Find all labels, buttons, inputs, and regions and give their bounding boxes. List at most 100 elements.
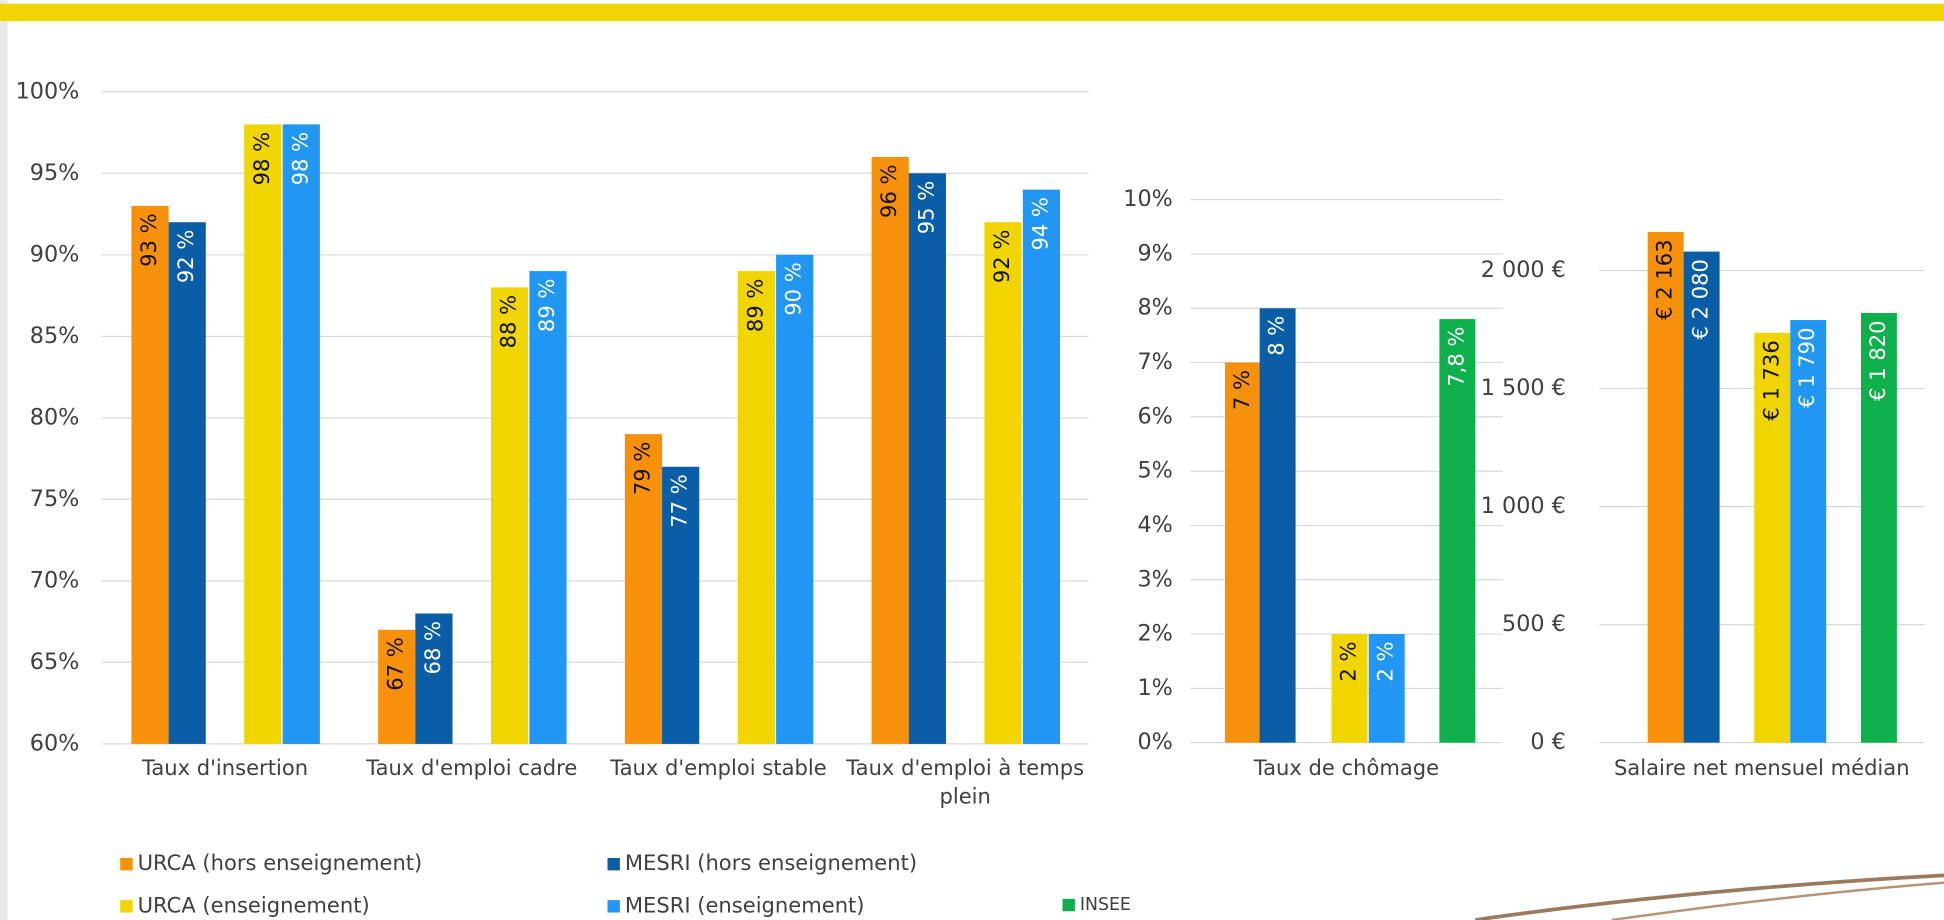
value-label: 94 % [1027,197,1052,251]
bar [984,222,1022,744]
y-tick-label: 90% [30,241,80,267]
y-tick-label: 80% [30,404,80,430]
value-label: 77 % [667,474,692,528]
bar [1860,312,1897,743]
legend-marker [120,900,133,913]
value-label: 7,8 % [1443,327,1468,387]
y-tick-label: 8% [1137,295,1172,321]
y-tick-label: 5% [1137,458,1172,484]
value-label: 98 % [287,132,312,186]
value-label: € 2 163 [1652,239,1677,319]
bar [490,287,529,744]
bar [378,629,416,744]
y-tick-label: 2 000 € [1481,257,1566,283]
bar [131,205,169,744]
legend-marker [607,857,620,871]
y-tick-label: 3% [1137,566,1172,592]
y-tick-label: 0% [1137,729,1172,755]
legend-marker [607,900,620,913]
x-tick-label: Taux de chômage [1253,755,1439,780]
y-tick-label: 6% [1137,403,1172,429]
left-edge [0,0,8,920]
y-tick-label: 70% [30,567,80,593]
bar [737,271,775,744]
y-tick-label: 95% [30,160,80,186]
value-label: 95 % [913,181,938,235]
y-tick-label: 60% [30,730,80,756]
legend-label: INSEE [1080,895,1131,915]
value-label: 88 % [496,295,521,349]
value-label: 67 % [383,637,408,691]
legend-label: MESRI (enseignement) [625,892,865,917]
y-tick-label: 500 € [1502,611,1566,637]
bar [871,156,909,744]
value-label: € 1 820 [1865,320,1890,400]
bar [1022,189,1061,744]
bar [908,173,946,744]
y-tick-label: 2% [1137,621,1172,647]
legend-marker [120,857,133,871]
value-label: 68 % [420,621,445,675]
value-label: 92 % [173,230,198,284]
legend-label: MESRI (hors enseignement) [625,850,917,875]
value-label: 79 % [629,442,654,496]
legend-marker [1062,898,1075,912]
value-label: 2 % [1336,642,1361,682]
y-tick-label: 1 000 € [1481,493,1566,519]
legend-label: URCA (hors enseignement) [138,850,423,875]
value-label: 89 % [742,279,767,333]
bar [1647,231,1684,743]
bar [415,613,453,744]
bar [529,271,567,744]
value-label: € 1 790 [1794,327,1819,407]
x-tick-label: Taux d'insertion [141,755,308,780]
legend-label: URCA (enseignement) [138,892,370,917]
bar [1754,332,1791,743]
bar [1331,634,1368,743]
bar [282,124,320,744]
y-tick-label: 100% [16,78,80,104]
value-label: € 1 736 [1758,340,1783,420]
y-tick-label: 10% [1123,186,1173,212]
value-label: 89 % [534,279,559,333]
y-tick-label: 7% [1137,349,1172,375]
value-label: 7 % [1229,370,1254,410]
x-tick-label: Salaire net mensuel médian [1614,755,1910,780]
value-label: 98 % [249,132,274,186]
bar [244,124,282,744]
value-label: 92 % [989,230,1014,284]
x-tick-label: Taux d'emploi stable [609,755,826,780]
y-tick-label: 85% [30,323,80,349]
bar [1259,308,1296,743]
y-tick-label: 1 500 € [1481,375,1566,401]
bar [1224,362,1261,743]
bar [168,222,206,744]
x-tick-label: Taux d'emploi cadre [365,755,577,780]
value-label: 96 % [876,164,901,218]
bar [776,254,814,744]
bar [1790,320,1827,743]
y-tick-label: 9% [1137,240,1172,266]
bar [1439,319,1476,743]
x-tick-label: Taux d'emploi à temps plein [845,755,1084,809]
y-tick-label: 0 € [1530,729,1565,755]
value-label: 2 % [1373,642,1398,682]
bar [1368,634,1405,743]
y-tick-label: 1% [1137,675,1172,701]
top-band [0,3,1944,22]
y-tick-label: 4% [1137,512,1172,538]
value-label: 90 % [781,262,806,316]
value-label: 8 % [1264,316,1289,356]
y-tick-label: 65% [30,649,80,675]
bar [662,466,700,744]
bar [624,434,663,744]
decor-curve [1475,873,1944,920]
bar [1683,251,1720,743]
y-tick-label: 75% [30,486,80,512]
value-label: € 2 080 [1688,259,1713,339]
decor-curve [1611,881,1944,920]
value-label: 93 % [136,213,161,267]
